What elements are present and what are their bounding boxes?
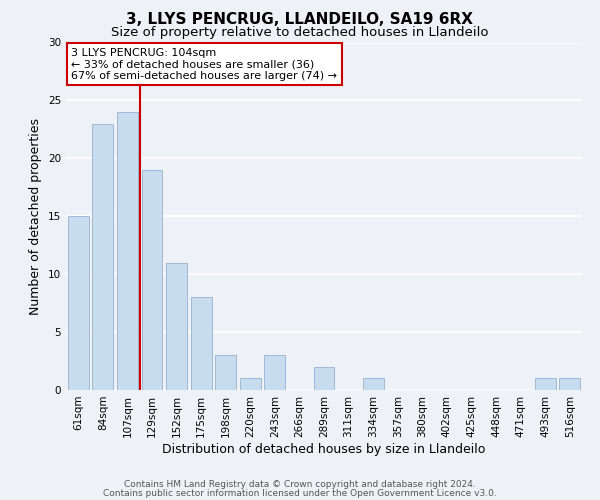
- Bar: [142, 170, 163, 390]
- Bar: [265, 355, 286, 390]
- Bar: [535, 378, 556, 390]
- Bar: [215, 355, 236, 390]
- Bar: [191, 298, 212, 390]
- Bar: [314, 367, 334, 390]
- Bar: [240, 378, 261, 390]
- Text: Contains HM Land Registry data © Crown copyright and database right 2024.: Contains HM Land Registry data © Crown c…: [124, 480, 476, 489]
- X-axis label: Distribution of detached houses by size in Llandeilo: Distribution of detached houses by size …: [163, 442, 485, 456]
- Bar: [92, 124, 113, 390]
- Bar: [68, 216, 89, 390]
- Y-axis label: Number of detached properties: Number of detached properties: [29, 118, 43, 315]
- Text: Size of property relative to detached houses in Llandeilo: Size of property relative to detached ho…: [111, 26, 489, 39]
- Text: 3 LLYS PENCRUG: 104sqm
← 33% of detached houses are smaller (36)
67% of semi-det: 3 LLYS PENCRUG: 104sqm ← 33% of detached…: [71, 48, 337, 81]
- Bar: [117, 112, 138, 390]
- Bar: [559, 378, 580, 390]
- Text: 3, LLYS PENCRUG, LLANDEILO, SA19 6RX: 3, LLYS PENCRUG, LLANDEILO, SA19 6RX: [127, 12, 473, 28]
- Bar: [362, 378, 383, 390]
- Text: Contains public sector information licensed under the Open Government Licence v3: Contains public sector information licen…: [103, 488, 497, 498]
- Bar: [166, 262, 187, 390]
